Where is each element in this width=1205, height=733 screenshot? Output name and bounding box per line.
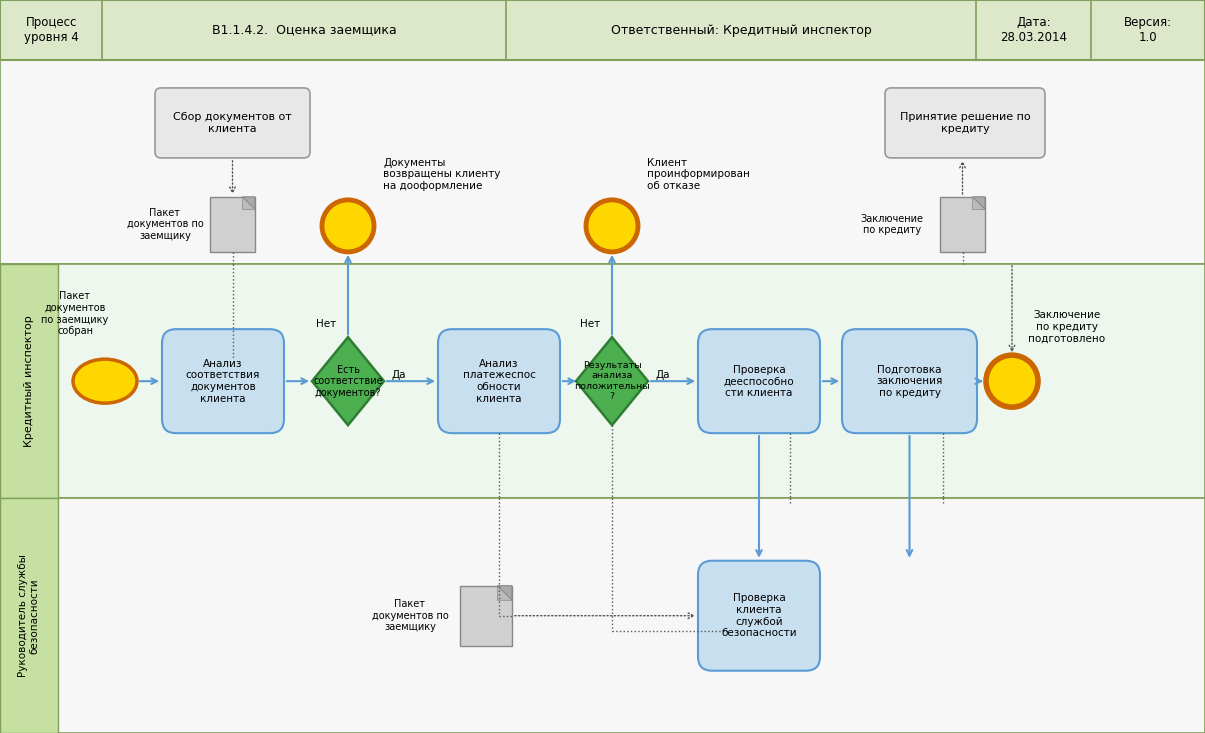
Text: Проверка
дееспособно
сти клиента: Проверка дееспособно сти клиента <box>724 364 794 398</box>
FancyBboxPatch shape <box>884 88 1045 158</box>
Text: Пакет
документов по
заемщику: Пакет документов по заемщику <box>371 599 448 633</box>
Text: Да: Да <box>392 370 406 380</box>
Text: Процесс
уровня 4: Процесс уровня 4 <box>24 16 78 44</box>
Polygon shape <box>576 337 648 425</box>
Text: Подготовка
заключения
по кредиту: Подготовка заключения по кредиту <box>876 364 942 398</box>
FancyBboxPatch shape <box>698 329 819 433</box>
Text: Есть
соответствие
документов?: Есть соответствие документов? <box>313 364 383 398</box>
Bar <box>0 264 1205 498</box>
FancyBboxPatch shape <box>161 329 284 433</box>
Text: Нет: Нет <box>580 319 600 329</box>
Text: Принятие решение по
кредиту: Принятие решение по кредиту <box>900 112 1030 133</box>
Bar <box>0 0 1205 60</box>
Bar <box>210 197 255 252</box>
Text: Анализ
соответствия
документов
клиента: Анализ соответствия документов клиента <box>186 358 260 404</box>
Polygon shape <box>312 337 384 425</box>
Polygon shape <box>242 197 255 210</box>
Text: Анализ
платежеспос
обности
клиента: Анализ платежеспос обности клиента <box>463 358 535 404</box>
Bar <box>460 586 512 646</box>
Polygon shape <box>972 197 984 210</box>
Circle shape <box>986 356 1038 407</box>
Bar <box>0 498 1205 733</box>
Text: Дата:
28.03.2014: Дата: 28.03.2014 <box>1000 16 1066 44</box>
Text: Клиент
проинформирован
об отказе: Клиент проинформирован об отказе <box>647 158 750 191</box>
Text: B1.1.4.2.  Оценка заемщика: B1.1.4.2. Оценка заемщика <box>212 23 396 37</box>
Text: Версия:
1.0: Версия: 1.0 <box>1124 16 1171 44</box>
Text: Результаты
анализа
положительны
?: Результаты анализа положительны ? <box>574 361 649 401</box>
Text: Сбор документов от
клиента: Сбор документов от клиента <box>174 112 292 133</box>
Text: Кредитный инспектор: Кредитный инспектор <box>24 315 34 447</box>
FancyBboxPatch shape <box>698 561 819 671</box>
FancyBboxPatch shape <box>437 329 560 433</box>
Text: Заключение
по кредиту: Заключение по кредиту <box>860 213 923 235</box>
Bar <box>0 264 58 498</box>
Text: Документы
возвращены клиенту
на дооформление: Документы возвращены клиенту на дооформл… <box>383 158 500 191</box>
Circle shape <box>586 200 637 252</box>
Bar <box>0 60 1205 264</box>
Text: Пакет
документов
по заемщику
собран: Пакет документов по заемщику собран <box>41 291 108 336</box>
Polygon shape <box>498 586 512 600</box>
Text: Ответственный: Кредитный инспектор: Ответственный: Кредитный инспектор <box>611 23 871 37</box>
Text: Нет: Нет <box>316 319 336 329</box>
Circle shape <box>322 200 374 252</box>
Polygon shape <box>498 586 512 600</box>
FancyBboxPatch shape <box>155 88 310 158</box>
Text: Да: Да <box>656 370 670 380</box>
Bar <box>940 197 984 252</box>
Polygon shape <box>242 197 255 210</box>
Bar <box>0 498 58 733</box>
Polygon shape <box>972 197 984 210</box>
Text: Пакет
документов по
заемщику: Пакет документов по заемщику <box>127 207 204 241</box>
Text: Руководитель службы
безопасности: Руководитель службы безопасности <box>18 554 40 677</box>
Text: Проверка
клиента
службой
безопасности: Проверка клиента службой безопасности <box>721 593 797 638</box>
Ellipse shape <box>74 359 137 403</box>
FancyBboxPatch shape <box>842 329 977 433</box>
Text: Заключение
по кредиту
подготовлено: Заключение по кредиту подготовлено <box>1028 310 1105 343</box>
